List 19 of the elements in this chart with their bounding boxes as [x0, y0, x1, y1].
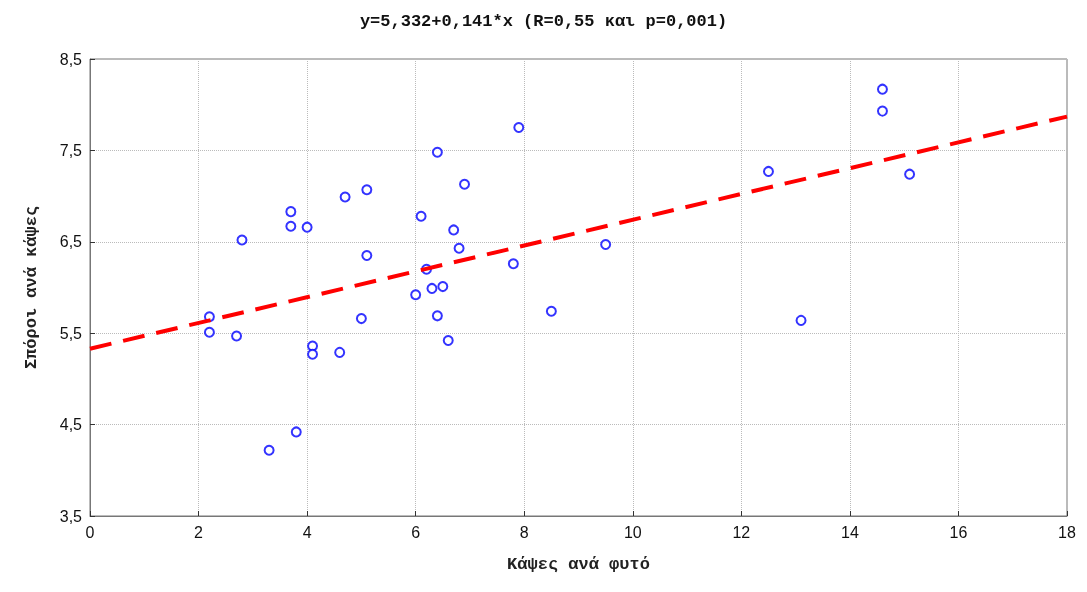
y-axis-title: Σπόροι ανά κάψες [22, 205, 41, 370]
x-tick-label: 12 [732, 523, 751, 541]
x-tick-label: 10 [623, 523, 642, 541]
x-tick-label: 18 [1058, 523, 1076, 541]
y-tick-label: 5,5 [59, 324, 83, 342]
x-tick-label: 14 [840, 523, 859, 541]
x-tick-label: 0 [85, 523, 95, 541]
x-tick-label: 2 [194, 523, 204, 541]
x-tick-label: 6 [411, 523, 421, 541]
x-tick-label: 8 [519, 523, 529, 541]
y-tick-label: 4,5 [59, 416, 83, 434]
y-tick-label: 7,5 [59, 141, 83, 159]
chart-title: y=5,332+0,141*x (R=0,55 και p=0,001) [359, 12, 728, 31]
x-tick-label: 16 [949, 523, 968, 541]
y-tick-label: 6,5 [59, 233, 83, 251]
x-tick-label: 4 [302, 523, 312, 541]
x-axis-title: Κάψες ανά φυτό [507, 555, 650, 574]
y-tick-label: 8,5 [59, 50, 83, 68]
y-tick-label: 3,5 [59, 507, 83, 525]
